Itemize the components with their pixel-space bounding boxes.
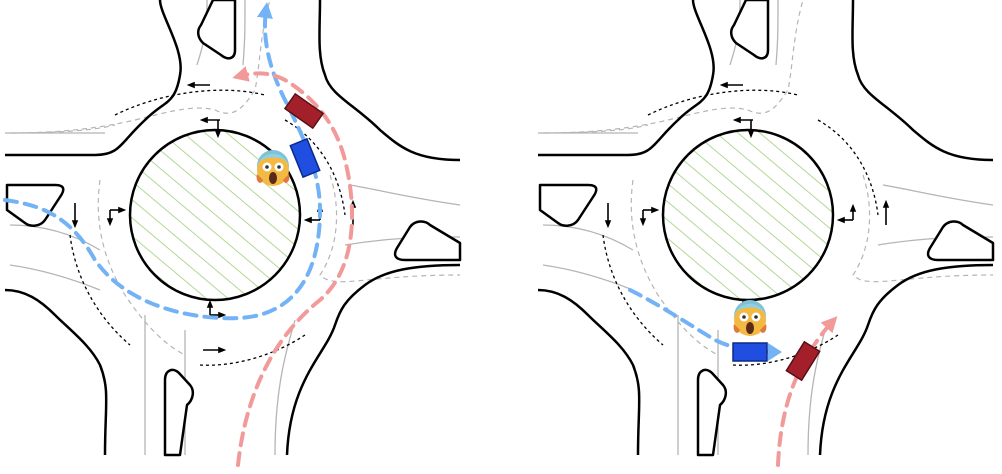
left-other-vehicle (283, 92, 325, 130)
right-roundabout (538, 0, 993, 455)
left-other-path (232, 66, 355, 467)
left-ego-vehicle (289, 137, 321, 179)
right-other-vehicle (785, 340, 821, 382)
left-ego-path (3, 2, 323, 321)
right-panel (538, 0, 993, 467)
screaming-face-icon (256, 150, 290, 186)
left-panel (3, 0, 460, 467)
screaming-face-icon (733, 300, 767, 336)
right-ego-vehicle (732, 342, 782, 362)
left-roundabout (5, 0, 460, 455)
